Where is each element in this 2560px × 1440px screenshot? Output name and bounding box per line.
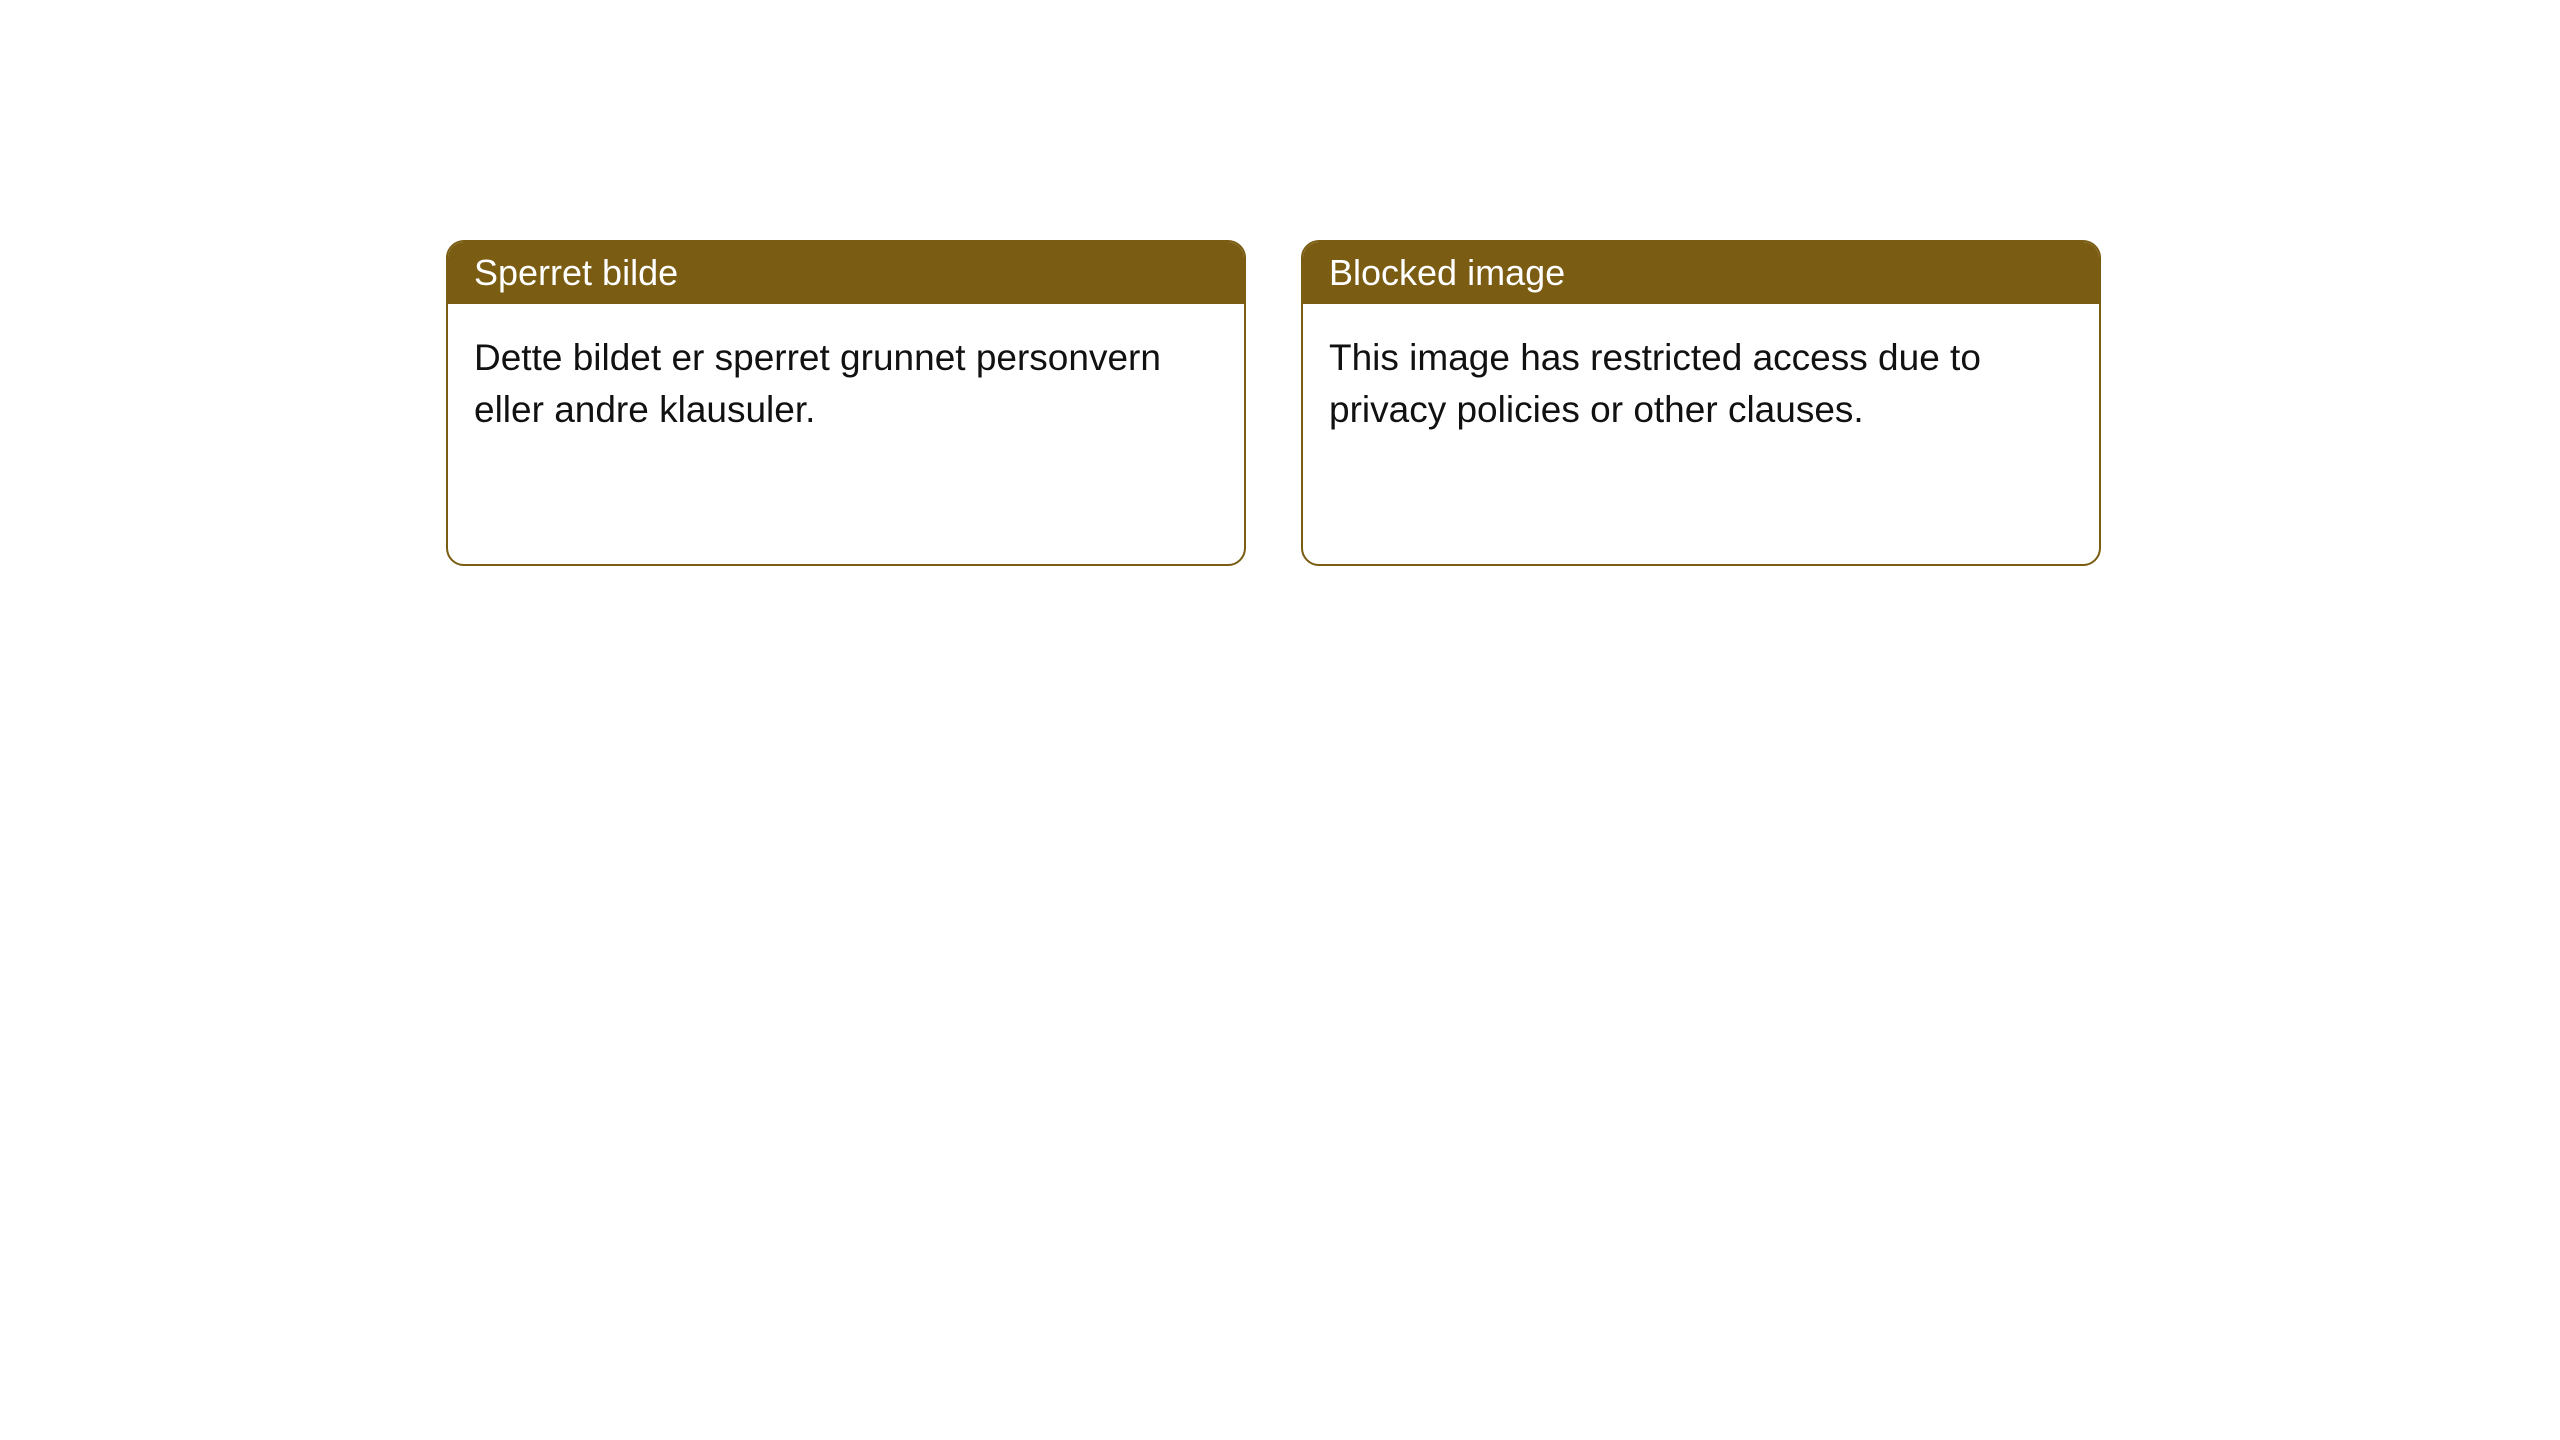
notice-body-en: This image has restricted access due to … xyxy=(1303,304,2099,564)
notices-container: Sperret bilde Dette bildet er sperret gr… xyxy=(0,0,2560,566)
notice-card-no: Sperret bilde Dette bildet er sperret gr… xyxy=(446,240,1246,566)
notice-title-en: Blocked image xyxy=(1303,242,2099,304)
notice-title-no: Sperret bilde xyxy=(448,242,1244,304)
notice-body-no: Dette bildet er sperret grunnet personve… xyxy=(448,304,1244,564)
notice-card-en: Blocked image This image has restricted … xyxy=(1301,240,2101,566)
